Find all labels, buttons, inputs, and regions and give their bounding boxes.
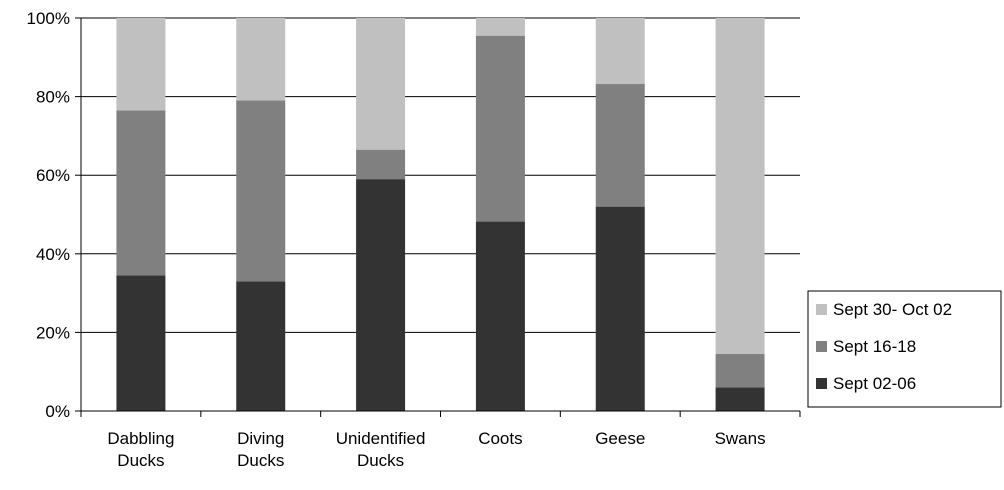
y-tick-label: 40% [36, 245, 70, 264]
gridlines [81, 17, 800, 333]
bar-segment [595, 18, 645, 85]
bar-segment [715, 354, 765, 388]
x-category-label: Ducks [117, 451, 164, 470]
bar-segment [475, 18, 525, 36]
x-category-label: Ducks [237, 451, 284, 470]
bar-segment [356, 18, 406, 150]
bar-segment [356, 149, 406, 180]
bar-segment [715, 18, 765, 355]
legend-swatch [816, 304, 827, 315]
bar-segment [236, 100, 286, 282]
x-category-label: Ducks [357, 451, 404, 470]
bar-segment [715, 387, 765, 411]
legend-box [807, 290, 1002, 408]
x-category-label: Swans [715, 429, 766, 448]
y-tick-label: 20% [36, 323, 70, 342]
x-category-label: Coots [478, 429, 522, 448]
y-tick-label: 60% [36, 166, 70, 185]
legend-label: Sept 02-06 [833, 374, 916, 393]
axes: 0% 20% 40% 60% 80% 100% Dabbling Ducks Diving Duc… [27, 9, 801, 470]
legend-label: Sept 16-18 [833, 337, 916, 356]
bar-segment [595, 84, 645, 207]
bar-segment [475, 35, 525, 222]
bar-segment [236, 281, 286, 411]
x-category-label: Diving [237, 429, 284, 448]
bars [116, 18, 765, 411]
legend-swatch [816, 378, 827, 389]
bar-segment [475, 221, 525, 411]
bar-segment [595, 206, 645, 411]
x-category-label: Unidentified [336, 429, 426, 448]
x-category-label: Dabbling [107, 429, 174, 448]
x-category-label: Geese [595, 429, 645, 448]
legend-swatch [816, 341, 827, 352]
y-tick-label: 0% [45, 402, 70, 421]
bar-segment [356, 179, 406, 411]
legend: Sept 30- Oct 02 Sept 16-18 Sept 02-06 [807, 290, 1002, 408]
bar-segment [116, 18, 166, 111]
bar-segment [236, 18, 286, 101]
bar-segment [116, 110, 166, 276]
y-tick-label: 80% [36, 88, 70, 107]
legend-label: Sept 30- Oct 02 [833, 300, 952, 319]
bar-segment [116, 275, 166, 411]
y-tick-label: 100% [27, 9, 70, 28]
